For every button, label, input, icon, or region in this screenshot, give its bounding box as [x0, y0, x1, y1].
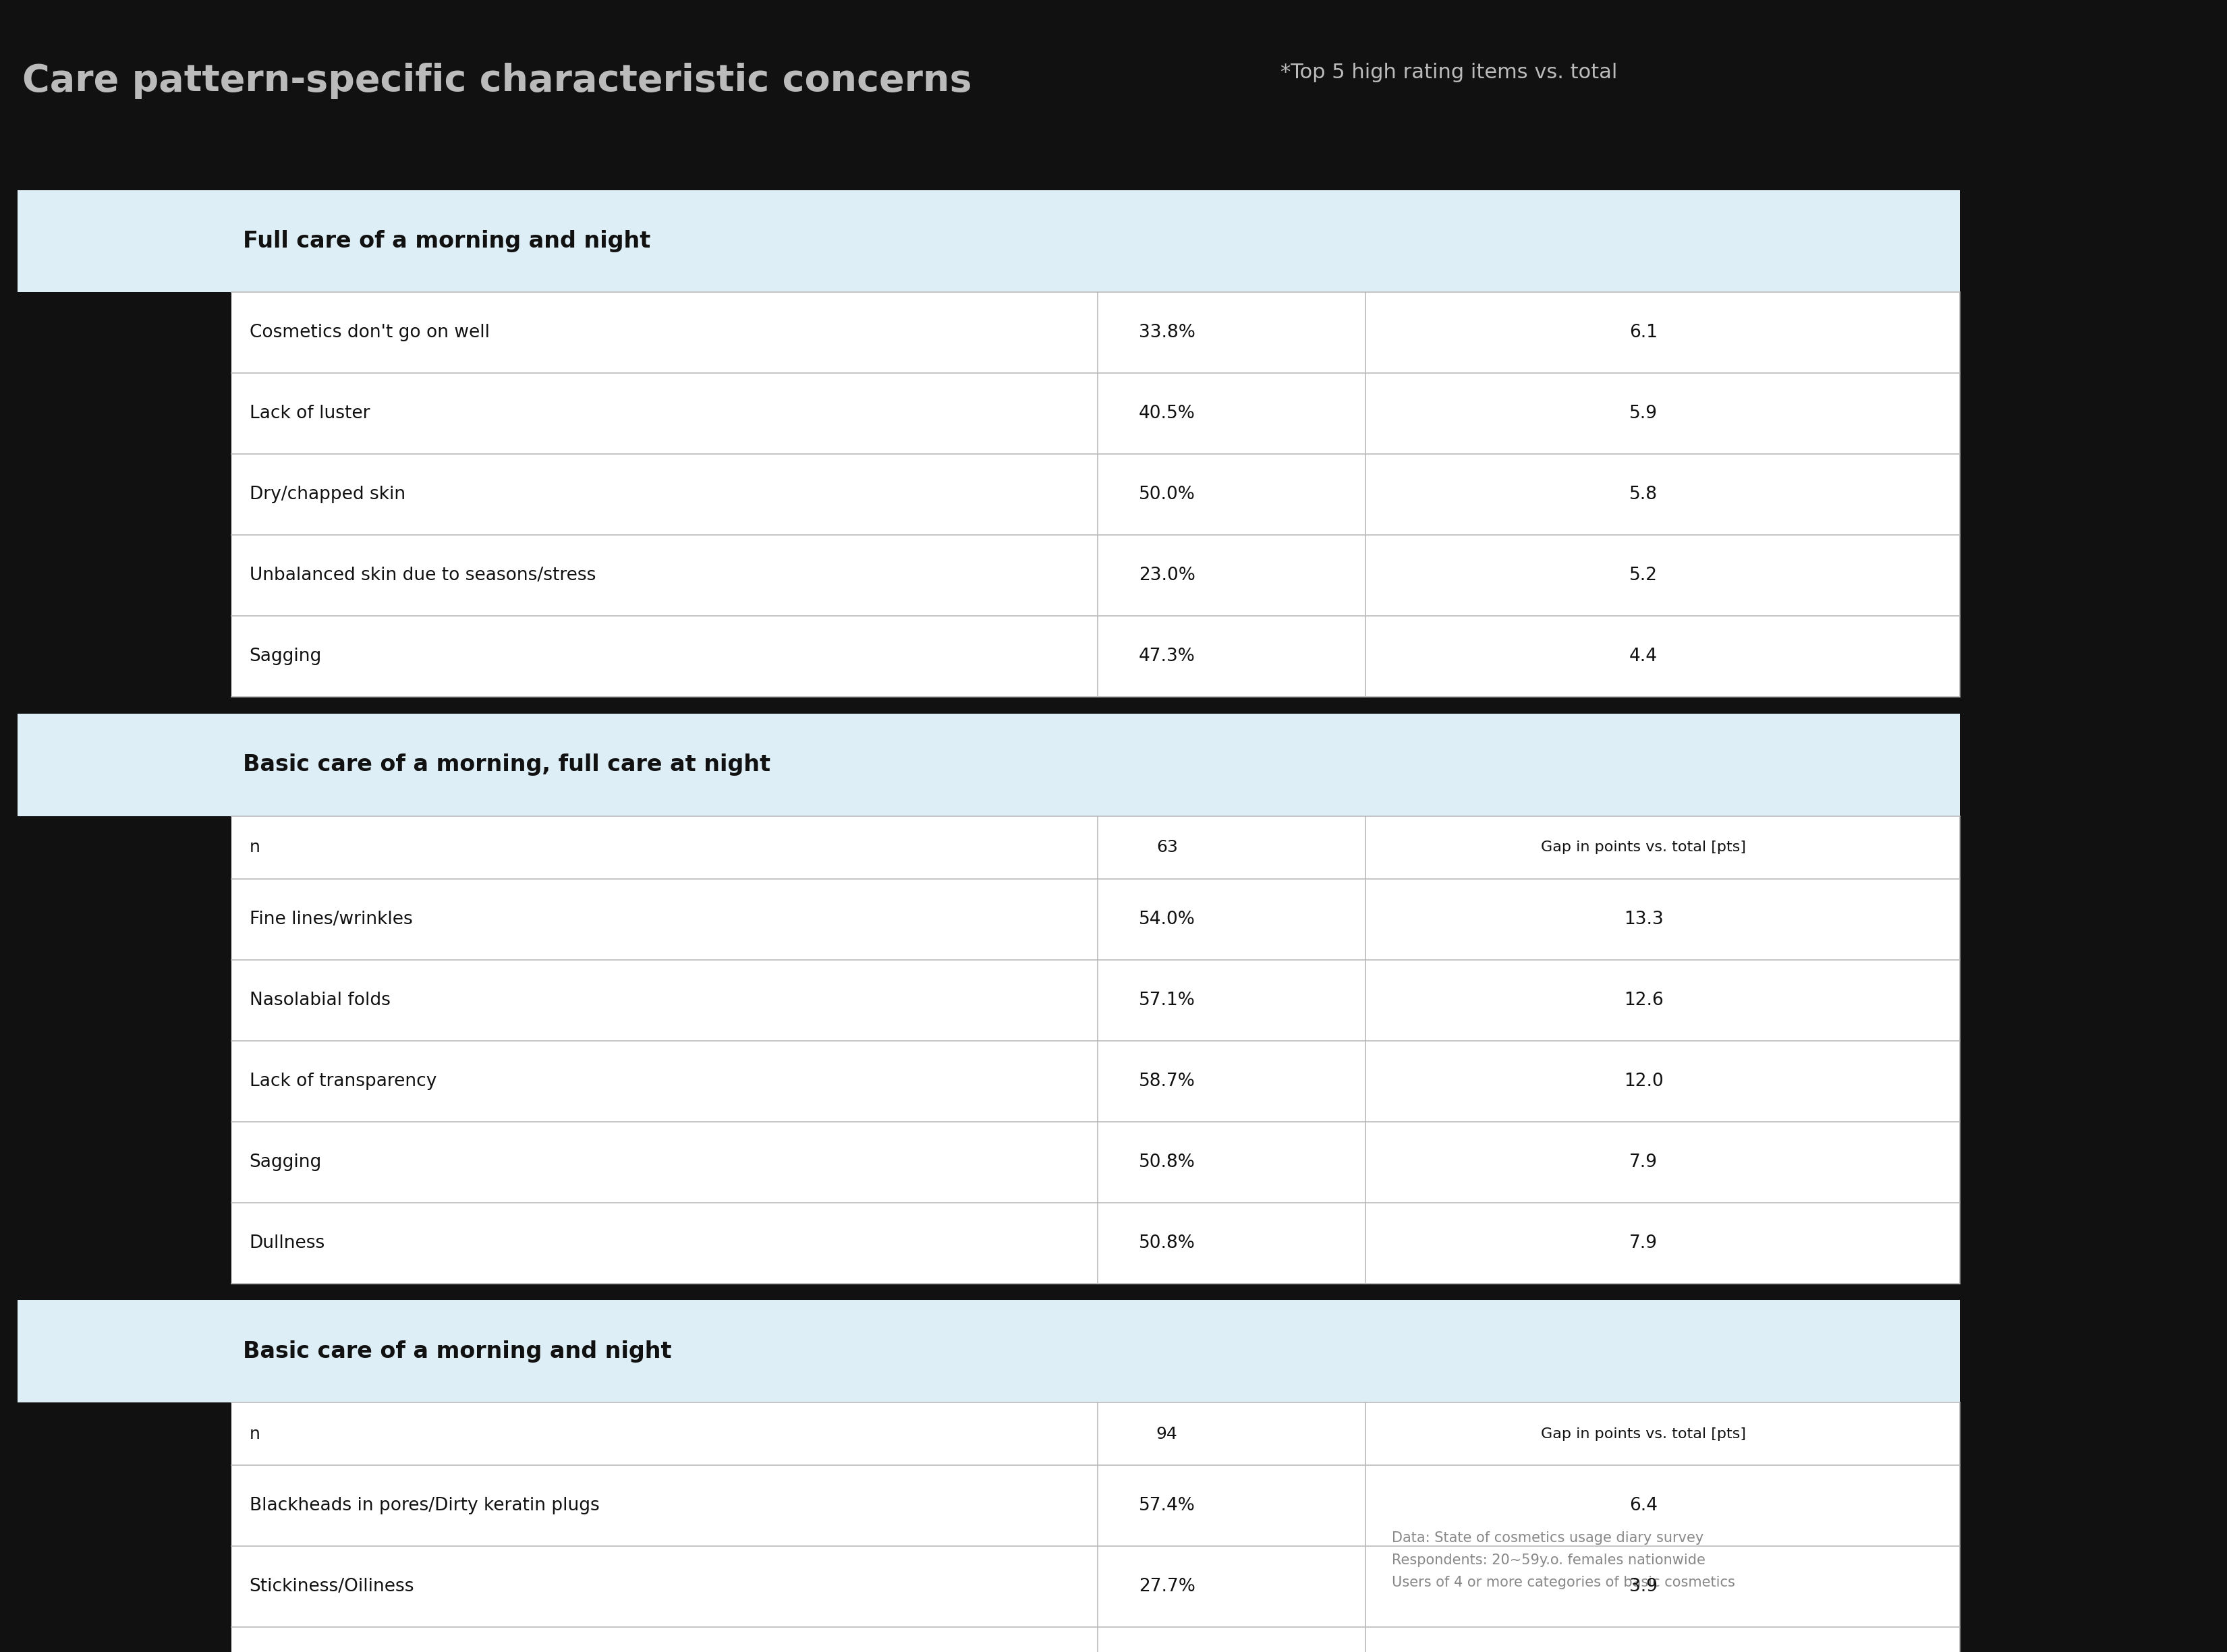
Text: Gap in points vs. total [pts]: Gap in points vs. total [pts] — [1541, 1427, 1746, 1441]
Text: 40.5%: 40.5% — [1138, 405, 1196, 423]
Text: Lack of transparency: Lack of transparency — [249, 1072, 436, 1090]
Text: Nasolabial folds: Nasolabial folds — [249, 991, 390, 1009]
Text: n: n — [249, 839, 261, 856]
Text: 50.0%: 50.0% — [1138, 486, 1196, 504]
Text: Dullness: Dullness — [249, 1234, 325, 1252]
FancyBboxPatch shape — [18, 714, 1960, 816]
Text: 27.7%: 27.7% — [1138, 1578, 1196, 1596]
Text: 12.6: 12.6 — [1623, 991, 1664, 1009]
Text: 54.0%: 54.0% — [1138, 910, 1196, 928]
Text: Care pattern-specific characteristic concerns: Care pattern-specific characteristic con… — [22, 63, 971, 99]
Text: Unbalanced skin due to seasons/stress: Unbalanced skin due to seasons/stress — [249, 567, 597, 585]
Text: Full care of a morning and night: Full care of a morning and night — [243, 230, 650, 253]
Text: Cosmetics don't go on well: Cosmetics don't go on well — [249, 324, 490, 342]
FancyBboxPatch shape — [232, 816, 1960, 1284]
Text: Dry/chapped skin: Dry/chapped skin — [249, 486, 405, 504]
FancyBboxPatch shape — [18, 816, 232, 1284]
Text: 23.0%: 23.0% — [1138, 567, 1196, 585]
Text: 12.0: 12.0 — [1623, 1072, 1664, 1090]
FancyBboxPatch shape — [232, 1403, 1960, 1652]
Text: 58.7%: 58.7% — [1138, 1072, 1196, 1090]
Text: Sagging: Sagging — [249, 1153, 321, 1171]
Text: 57.1%: 57.1% — [1138, 991, 1196, 1009]
Text: 50.8%: 50.8% — [1138, 1153, 1196, 1171]
Text: 7.9: 7.9 — [1630, 1234, 1657, 1252]
Text: 7.9: 7.9 — [1630, 1153, 1657, 1171]
Text: 5.9: 5.9 — [1630, 405, 1657, 423]
Text: Gap in points vs. total [pts]: Gap in points vs. total [pts] — [1541, 841, 1746, 854]
Text: 3.9: 3.9 — [1630, 1578, 1657, 1596]
Text: Sagging: Sagging — [249, 648, 321, 666]
Text: Stickiness/Oiliness: Stickiness/Oiliness — [249, 1578, 414, 1596]
Text: 47.3%: 47.3% — [1138, 648, 1196, 666]
Text: Basic care of a morning, full care at night: Basic care of a morning, full care at ni… — [243, 753, 771, 776]
Text: 5.2: 5.2 — [1630, 567, 1657, 585]
Text: 63: 63 — [1156, 839, 1178, 856]
Text: Blackheads in pores/Dirty keratin plugs: Blackheads in pores/Dirty keratin plugs — [249, 1497, 599, 1515]
Text: *Top 5 high rating items vs. total: *Top 5 high rating items vs. total — [1281, 63, 1617, 83]
FancyBboxPatch shape — [232, 292, 1960, 697]
FancyBboxPatch shape — [18, 1403, 232, 1652]
Text: 6.1: 6.1 — [1630, 324, 1657, 342]
Text: 94: 94 — [1156, 1426, 1178, 1442]
FancyBboxPatch shape — [18, 1300, 1960, 1403]
Text: 57.4%: 57.4% — [1138, 1497, 1196, 1515]
Text: 5.8: 5.8 — [1630, 486, 1657, 504]
Text: Basic care of a morning and night: Basic care of a morning and night — [243, 1340, 673, 1363]
Text: 4.4: 4.4 — [1630, 648, 1657, 666]
Text: Fine lines/wrinkles: Fine lines/wrinkles — [249, 910, 412, 928]
Text: n: n — [249, 1426, 261, 1442]
FancyBboxPatch shape — [18, 190, 1960, 292]
Text: Data: State of cosmetics usage diary survey
Respondents: 20~59y.o. females natio: Data: State of cosmetics usage diary sur… — [1392, 1531, 1735, 1589]
Text: 13.3: 13.3 — [1623, 910, 1664, 928]
Text: 6.4: 6.4 — [1630, 1497, 1657, 1515]
Text: 33.8%: 33.8% — [1138, 324, 1196, 342]
Text: 50.8%: 50.8% — [1138, 1234, 1196, 1252]
FancyBboxPatch shape — [18, 292, 232, 697]
Text: Lack of luster: Lack of luster — [249, 405, 370, 423]
